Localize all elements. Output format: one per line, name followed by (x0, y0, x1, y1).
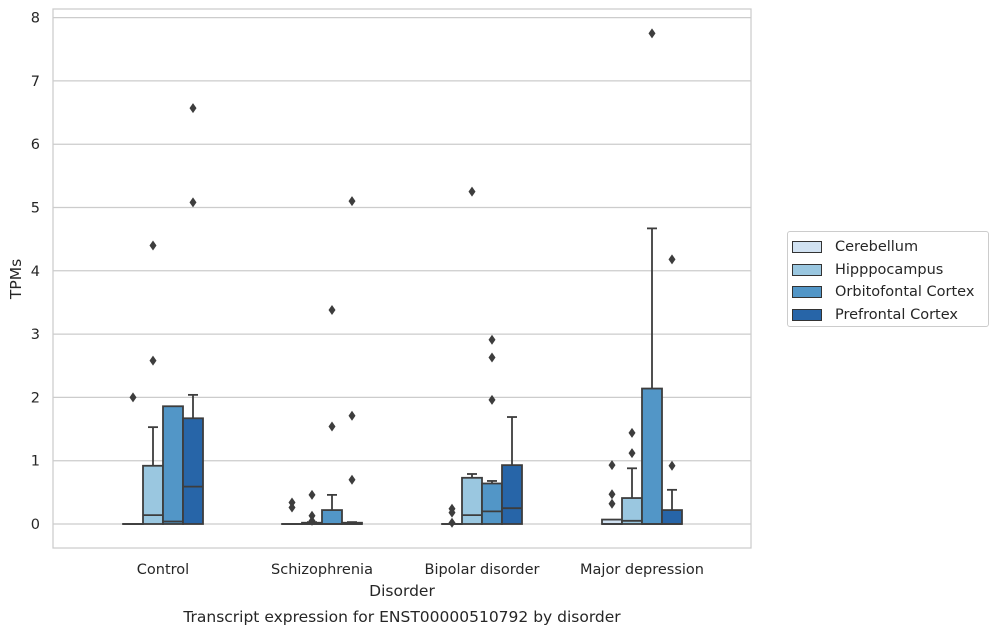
outlier-point (628, 427, 636, 438)
outlier-point (288, 497, 296, 508)
y-tick-label-6: 6 (31, 137, 40, 153)
box-layer (122, 28, 683, 528)
outlier-point (488, 352, 496, 363)
outlier-point (189, 197, 197, 208)
box-2-3 (641, 28, 663, 525)
legend-label: Cerebellum (835, 239, 919, 256)
y-tick-label-7: 7 (31, 74, 40, 90)
legend-label: Hipppocampus (835, 261, 944, 278)
outlier-point (348, 410, 356, 421)
legend-item-3: Prefrontal Cortex (792, 304, 988, 327)
legend-swatch (792, 308, 822, 321)
outlier-point (448, 517, 456, 528)
legend-item-1: Hipppocampus (792, 259, 988, 282)
outlier-point (608, 489, 616, 500)
box-3-0 (182, 103, 204, 525)
legend-label: Prefrontal Cortex (835, 306, 958, 323)
box-1-3 (621, 427, 643, 525)
box-0-0 (122, 392, 144, 525)
box-3-3 (661, 254, 683, 525)
outlier-point (328, 305, 336, 316)
x-tick-label-2: Bipolar disorder (425, 562, 540, 578)
outlier-point (348, 196, 356, 207)
box-1-2 (461, 186, 483, 525)
outlier-point (149, 240, 157, 251)
box-body (162, 405, 184, 525)
outlier-point (129, 392, 137, 403)
box-2-0 (162, 405, 184, 525)
y-tick-label-2: 2 (31, 390, 40, 406)
legend-swatch (792, 241, 822, 254)
y-tick-label-4: 4 (31, 264, 40, 280)
box-body (481, 482, 503, 525)
box-body (661, 509, 683, 525)
box-3-1 (341, 196, 363, 525)
outlier-point (189, 103, 197, 114)
box-0-3 (601, 460, 623, 525)
y-tick-label-1: 1 (31, 454, 40, 470)
outlier-point (308, 489, 316, 500)
box-body (321, 509, 343, 525)
box-body (182, 417, 204, 525)
outlier-point (308, 515, 316, 526)
outlier-point (308, 510, 316, 521)
outlier-point (648, 28, 656, 39)
outlier-point (668, 460, 676, 471)
box-1-0 (142, 240, 164, 525)
legend-label: Orbitofontal Cortex (835, 284, 975, 301)
legend-swatch (792, 286, 822, 299)
outlier-point (348, 474, 356, 485)
outlier-point (468, 186, 476, 197)
x-tick-label-1: Schizophrenia (271, 562, 373, 578)
box-body (641, 387, 663, 525)
legend: Cerebellum Hipppocampus Orbitofontal Corte… (787, 231, 989, 327)
outlier-point (668, 254, 676, 265)
x-tick-label-0: Control (137, 562, 189, 578)
y-axis-title: TPMs (7, 259, 25, 300)
outlier-point (288, 502, 296, 513)
outlier-point (448, 507, 456, 518)
legend-item-2: Orbitofontal Cortex (792, 281, 988, 304)
chart-caption: Transcript expression for ENST0000051079… (182, 608, 621, 626)
y-tick-label-8: 8 (31, 11, 40, 27)
legend-swatch (792, 263, 822, 276)
outlier-point (628, 448, 636, 459)
outlier-point (488, 334, 496, 345)
box-body (501, 464, 523, 525)
box-0-1 (281, 497, 303, 525)
y-tick-label-0: 0 (31, 517, 40, 533)
y-tick-label-3: 3 (31, 327, 40, 343)
outlier-point (328, 421, 336, 432)
x-tick-labels: Control Schizophrenia Bipolar disorder Majo… (137, 562, 704, 578)
box-2-1 (321, 305, 343, 525)
outlier-point (608, 460, 616, 471)
y-tick-label-5: 5 (31, 201, 40, 217)
x-axis-title: Disorder (369, 582, 435, 600)
legend-item-0: Cerebellum (792, 236, 988, 259)
box-3-2 (501, 416, 523, 525)
x-tick-label-3: Major depression (580, 562, 704, 578)
outlier-point (608, 498, 616, 509)
y-tick-labels: 0 1 2 3 4 5 6 7 8 (31, 11, 40, 533)
box-body (461, 476, 483, 525)
outlier-point (149, 355, 157, 366)
outlier-point (488, 394, 496, 405)
